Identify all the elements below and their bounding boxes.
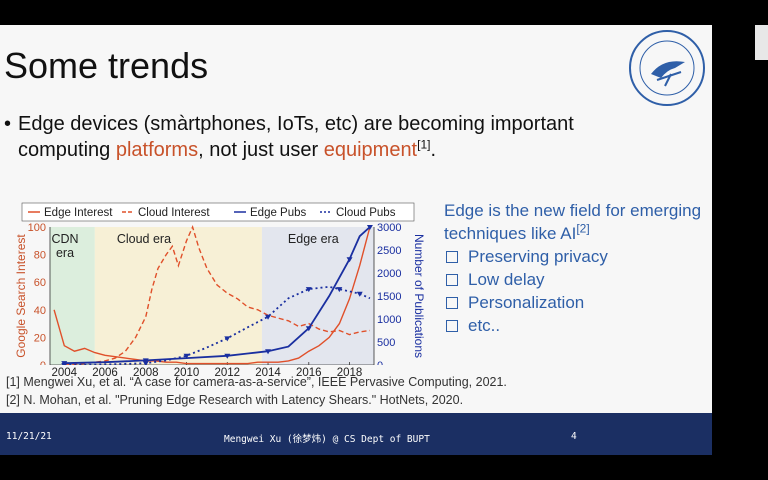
page-number: 4 [571, 431, 577, 442]
bullet-text-part: . [430, 139, 437, 161]
reference-2: [2] N. Mohan, et al. "Pruning Edge Resea… [6, 393, 464, 407]
era-label: Edge era [288, 232, 339, 246]
slide: Some trends • Edge devices (smàrtphones,… [0, 25, 712, 455]
x-tick-label: 2004 [51, 367, 78, 379]
x-tick-label: 2014 [255, 367, 281, 379]
data-point [142, 358, 149, 364]
bullet-text: Edge devices (smàrtphones, IoTs, etc) ar… [18, 111, 644, 163]
legend-label: Cloud Pubs [336, 207, 396, 219]
x-tick-label: 2010 [173, 367, 200, 379]
citation-1: [1] [417, 137, 431, 152]
window-background [712, 25, 768, 455]
benefit-label: Personalization [468, 293, 585, 312]
university-logo [629, 30, 705, 106]
data-point [265, 314, 272, 320]
bullet-text-part: , not just user [198, 139, 324, 161]
data-point [61, 363, 68, 365]
list-item: etc.. [444, 314, 704, 337]
data-point [224, 336, 231, 342]
x-tick-label: 2012 [214, 367, 241, 379]
highlight-equipment: equipment [323, 139, 418, 161]
data-point [336, 287, 343, 293]
y-right-tick-label: 2000 [377, 268, 401, 280]
y-left-tick-label: 20 [34, 332, 46, 344]
reference-1: [1] Mengwei Xu, et al. “A case for camer… [6, 375, 507, 389]
x-tick-label: 2016 [295, 367, 322, 379]
slide-footer: 11/21/21 Mengwei Xu (徐梦炜) @ CS Dept of B… [0, 413, 712, 455]
list-item: Personalization [444, 291, 704, 314]
references: [1] Mengwei Xu, et al. “A case for camer… [6, 373, 507, 409]
list-item: Low delay [444, 268, 704, 291]
y-left-tick-label: 80 [34, 250, 46, 262]
y-right-tick-label: 1000 [377, 314, 401, 326]
data-point [305, 326, 312, 332]
benefit-label: etc.. [468, 316, 501, 335]
series-line [53, 226, 371, 365]
window-edge [755, 25, 768, 60]
x-tick-label: 2006 [92, 367, 118, 379]
y-right-tick-label: 1500 [377, 291, 401, 303]
data-point [305, 287, 312, 293]
legend-label: Edge Pubs [250, 207, 307, 219]
y-left-tick-label: 100 [28, 222, 46, 234]
era-label: CDN [51, 232, 78, 246]
legend-label: Cloud Interest [138, 207, 210, 219]
y-left-tick-label: 40 [34, 305, 46, 317]
era-band [94, 227, 262, 365]
data-point [356, 291, 363, 297]
benefit-list: Preserving privacy Low delay Personaliza… [444, 245, 704, 337]
data-point [265, 349, 272, 355]
legend-box [21, 202, 415, 222]
bullet-marker: • [4, 113, 12, 135]
era-label: Cloud era [117, 232, 171, 246]
checkbox-icon [446, 250, 458, 263]
y-left-tick-label: 60 [34, 277, 46, 289]
data-point [183, 353, 190, 359]
edge-heading-text: Edge is the new field for emerging techn… [444, 201, 702, 243]
slide-title: Some trends [4, 45, 209, 86]
data-point [224, 353, 231, 359]
era-band [261, 227, 374, 365]
bullet-text-part: Edge devices (smàrtphones, IoTs, etc) ar… [18, 113, 574, 161]
y-right-tick-label: 500 [377, 337, 395, 349]
data-point [346, 257, 353, 263]
y-left-axis-title: Google Search Interest [14, 234, 28, 358]
benefit-label: Low delay [468, 270, 545, 289]
x-tick-label: 2008 [132, 367, 159, 379]
data-point [366, 225, 373, 230]
highlight-platforms: platforms [115, 139, 199, 161]
y-left-tick-label: 0 [40, 360, 46, 365]
checkbox-icon [446, 319, 458, 332]
citation-2: [2] [576, 221, 590, 236]
y-right-tick-label: 3000 [377, 222, 401, 234]
edge-benefits-box: Edge is the new field for emerging techn… [444, 199, 704, 337]
x-tick-label: 2018 [336, 367, 363, 379]
series-line [64, 285, 371, 365]
footer-date: 11/21/21 [6, 431, 52, 442]
era-band [50, 227, 95, 365]
data-point [142, 361, 149, 365]
list-item: Preserving privacy [444, 245, 704, 268]
series-line [64, 224, 370, 365]
bullet-point: • Edge devices (smàrtphones, IoTs, etc) … [4, 111, 644, 163]
checkbox-icon [446, 273, 458, 286]
edge-heading: Edge is the new field for emerging techn… [444, 199, 704, 245]
checkbox-icon [446, 296, 458, 309]
y-right-tick-label: 0 [377, 360, 383, 365]
y-right-axis-title: Number of Publications [412, 234, 426, 358]
era-label: era [56, 246, 74, 260]
legend-label: Edge Interest [44, 207, 113, 219]
benefit-label: Preserving privacy [468, 247, 608, 266]
footer-author: Mengwei Xu (徐梦炜) @ CS Dept of BUPT [224, 434, 430, 445]
y-right-tick-label: 2500 [377, 245, 401, 257]
